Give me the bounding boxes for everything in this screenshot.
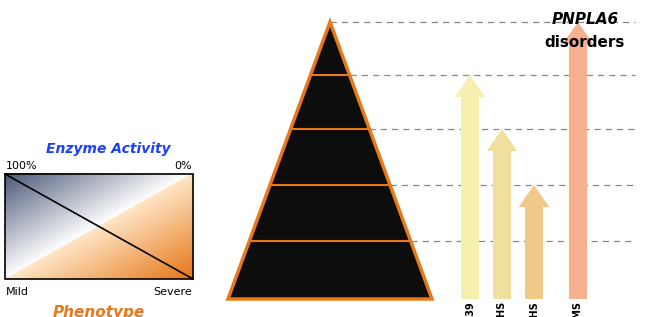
Bar <box>5 174 193 279</box>
Text: Enzyme Activity: Enzyme Activity <box>46 142 171 156</box>
Text: disorders: disorders <box>545 35 625 50</box>
FancyArrow shape <box>455 75 485 299</box>
Text: BNHS: BNHS <box>529 301 539 317</box>
Text: Mild: Mild <box>6 287 29 297</box>
Text: Severe: Severe <box>153 287 192 297</box>
FancyArrow shape <box>487 129 518 299</box>
Text: PNPLA6: PNPLA6 <box>551 12 619 27</box>
Text: SPG39: SPG39 <box>465 301 475 317</box>
Text: 0%: 0% <box>175 161 192 171</box>
Text: OMCS/LNMS: OMCS/LNMS <box>573 301 583 317</box>
FancyArrow shape <box>563 22 593 299</box>
Polygon shape <box>228 22 432 299</box>
FancyArrow shape <box>519 185 549 299</box>
Text: 100%: 100% <box>6 161 38 171</box>
Text: GDHS: GDHS <box>497 301 507 317</box>
Text: Phenotype: Phenotype <box>53 305 145 317</box>
